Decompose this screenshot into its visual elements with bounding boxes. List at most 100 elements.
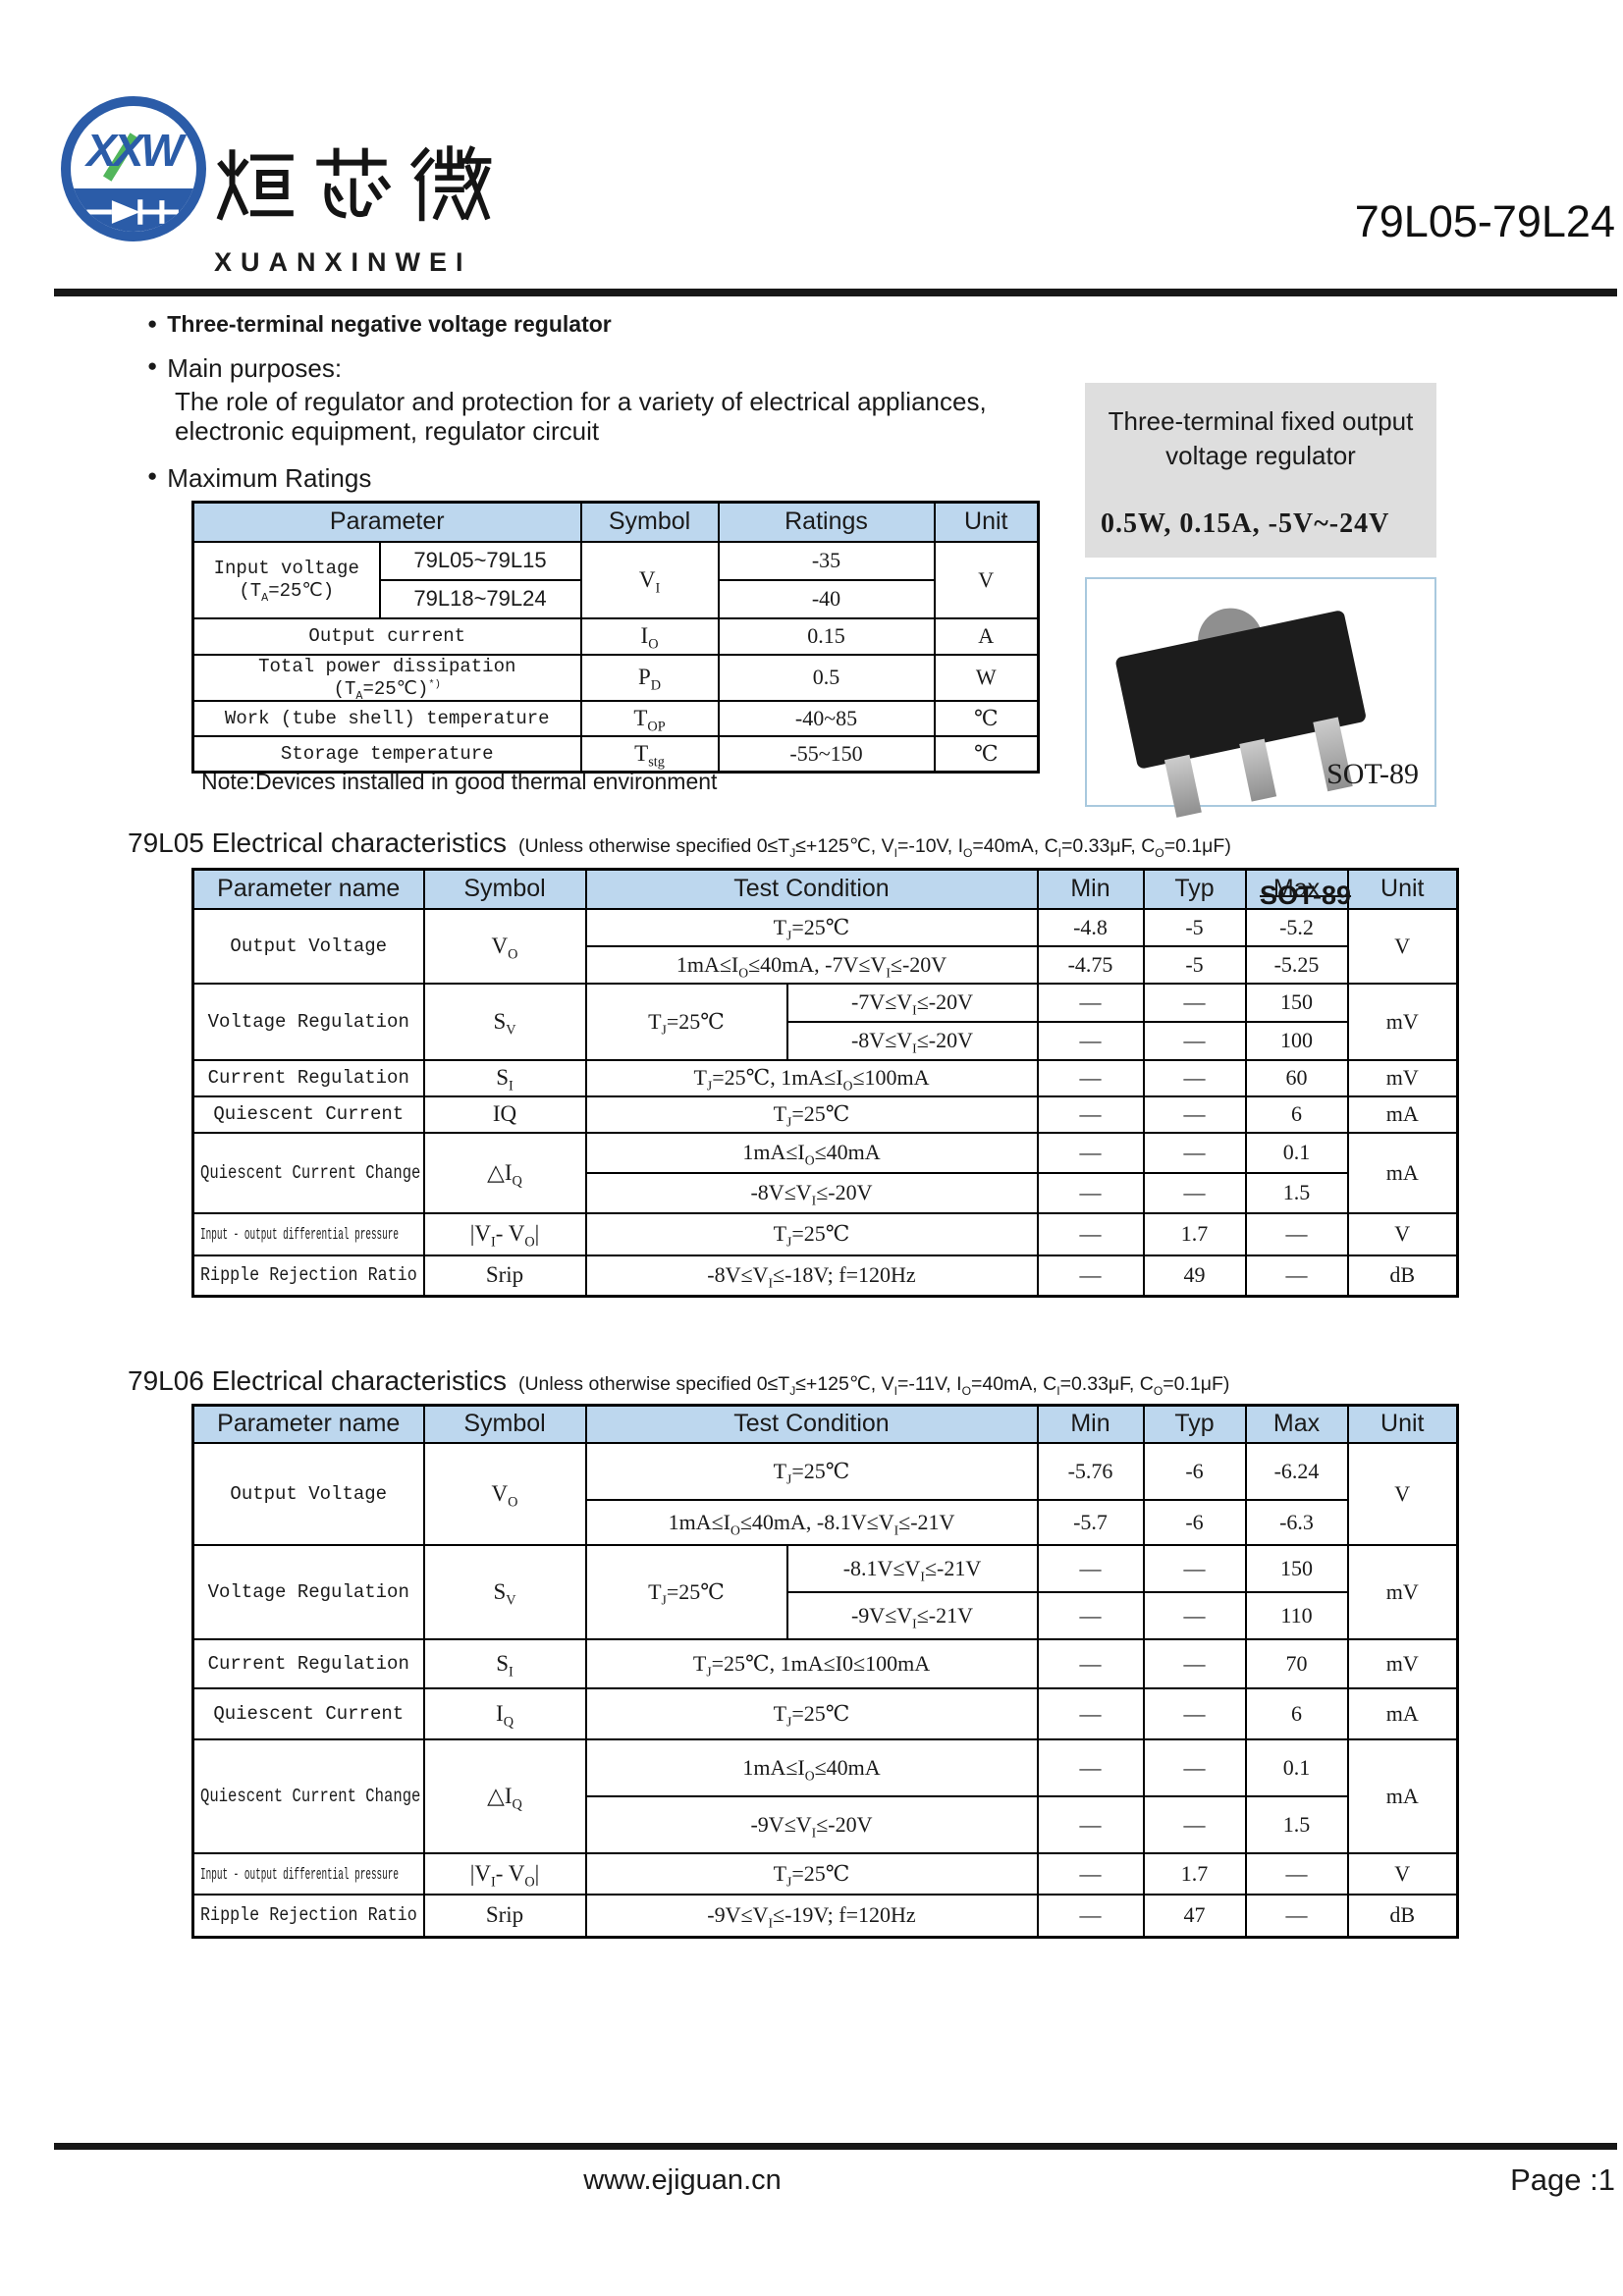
cell-test-condition: TJ=25℃ xyxy=(584,1543,788,1640)
cell-typ: 47 xyxy=(1142,1893,1247,1939)
package-lead xyxy=(1163,754,1202,818)
table-row: Output current IO 0.15 A xyxy=(191,616,1040,656)
table-row: 1mA≤IO≤40mA, -7V≤VI≤-20V -4.75 -5 -5.25 xyxy=(193,944,1458,985)
t06-section-title: 79L06 Electrical characteristics (Unless … xyxy=(128,1365,1229,1397)
cell-test-condition: TJ=25℃, 1mA≤IO≤100mA xyxy=(584,1058,1039,1097)
table-row: Total power dissipation (TA=25℃)*) PD 0.… xyxy=(191,653,1040,702)
cell-symbol: |VI- VO| xyxy=(422,1851,587,1896)
cell-min: — xyxy=(1036,1637,1145,1689)
cell-unit: mA xyxy=(1346,1131,1459,1214)
table-row: Output Voltage VO TJ=25℃ -4.8 -5 -5.2 V xyxy=(191,907,1459,985)
cell-typ: — xyxy=(1142,1590,1247,1640)
cell-min: — xyxy=(1036,982,1145,1023)
max-ratings-table: Parameter Symbol Ratings Unit Input volt… xyxy=(191,501,1040,774)
cell-test-condition: TJ=25℃ xyxy=(584,1441,1039,1501)
cell-max: 150 xyxy=(1244,982,1349,1023)
cell-test-condition: 1mA≤IO≤40mA xyxy=(584,1131,1039,1174)
footer-page-number: Page :1 xyxy=(1510,2163,1615,2197)
cell-typ: -6 xyxy=(1142,1498,1247,1546)
cell-min: — xyxy=(1036,1131,1145,1174)
cell-max: 60 xyxy=(1244,1058,1349,1097)
cell-symbol: VO xyxy=(422,1441,587,1546)
bullet-icon: ● xyxy=(147,314,158,333)
cell-parameter: Output current xyxy=(191,616,582,656)
cell-unit: ℃ xyxy=(933,699,1040,737)
bullet-icon: ● xyxy=(147,466,158,485)
cell-typ: 49 xyxy=(1142,1254,1247,1298)
cell-max: 0.1 xyxy=(1244,1737,1349,1797)
cell-symbol: IQ xyxy=(422,1686,587,1740)
cell-unit: V xyxy=(1346,1851,1459,1896)
cell-parameter: Input - output differential pressure xyxy=(191,1851,425,1896)
table-header-row: Parameter Symbol Ratings Unit xyxy=(191,501,1040,543)
cell-max: 1.5 xyxy=(1244,1171,1349,1214)
cell-symbol: IO xyxy=(579,616,720,656)
cell-typ: — xyxy=(1142,1171,1247,1214)
page-title-part-number: 79L05-79L24 xyxy=(1354,196,1615,246)
table-row: Ripple Rejection Ratio Srip -8V≤VI≤-18V;… xyxy=(191,1254,1459,1298)
cell-typ: 1.7 xyxy=(1142,1211,1247,1256)
table-row: Quiescent Current IQ TJ=25℃ — — 6 mA xyxy=(191,1095,1459,1134)
cell-parameter: Voltage Regulation xyxy=(191,982,425,1061)
cell-symbol: IQ xyxy=(422,1095,587,1134)
input-voltage-line2: (TA=25℃) xyxy=(239,580,335,605)
cell-typ: — xyxy=(1142,1737,1247,1797)
cell-max: — xyxy=(1244,1211,1349,1256)
cell-symbol: △IQ xyxy=(422,1131,587,1214)
table-row: -8V≤VI≤-20V — — 1.5 xyxy=(193,1171,1458,1214)
t05-conditions: (Unless otherwise specified 0≤TJ≤+125℃, … xyxy=(517,835,1231,860)
t05-table: Parameter name Symbol Test Condition Min… xyxy=(191,868,1459,1298)
cell-min: -4.8 xyxy=(1036,907,1145,947)
cell-unit: mV xyxy=(1346,982,1459,1061)
cell-parameter: Output Voltage xyxy=(191,907,425,985)
table-row: 1mA≤IO≤40mA, -8.1V≤VI≤-21V -5.7 -6 -6.3 xyxy=(193,1498,1458,1546)
table-row: Voltage Regulation SV TJ=25℃ -8.1V≤VI≤-2… xyxy=(191,1543,1459,1640)
column-header-symbol: Symbol xyxy=(422,868,587,910)
bullet-icon: ● xyxy=(147,356,158,375)
cell-symbol: PD xyxy=(579,653,720,702)
cell-parameter: Quiescent Current xyxy=(191,1095,425,1134)
cell-typ: — xyxy=(1142,1058,1247,1097)
cell-unit: V xyxy=(1346,1211,1459,1256)
column-header-typ: Typ xyxy=(1142,868,1247,910)
t05-title: 79L05 Electrical characteristics xyxy=(128,828,507,858)
cell-test-condition: -8.1V≤VI≤-21V xyxy=(785,1543,1039,1593)
cell-test-condition: -9V≤VI≤-19V; f=120Hz xyxy=(584,1893,1039,1939)
cell-unit: mV xyxy=(1346,1637,1459,1689)
thermal-note: Note:Devices installed in good thermal e… xyxy=(201,769,718,794)
cell-parameter: Current Regulation xyxy=(191,1058,425,1097)
cell-min: — xyxy=(1036,1211,1145,1256)
cell-max: — xyxy=(1244,1851,1349,1896)
purpose-line-1: The role of regulator and protection for… xyxy=(175,387,987,416)
column-header-unit: Unit xyxy=(1346,1404,1459,1444)
cell-min: — xyxy=(1036,1794,1145,1854)
cell-model-range: 79L18~79L24 xyxy=(378,578,582,619)
table-row: Input - output differential pressure |VI… xyxy=(191,1851,1459,1896)
diode-icon xyxy=(71,188,196,232)
t06-title: 79L06 Electrical characteristics xyxy=(128,1365,507,1396)
cell-min: — xyxy=(1036,1095,1145,1134)
cell-symbol: SV xyxy=(422,1543,587,1640)
feature-text: Three-terminal negative voltage regulato… xyxy=(167,311,612,337)
summary-title-line2: voltage regulator xyxy=(1165,441,1356,470)
cell-test-condition: TJ=25℃ xyxy=(584,1686,1039,1740)
cell-parameter: Quiescent Current xyxy=(191,1686,425,1740)
cell-max: 70 xyxy=(1244,1637,1349,1689)
cell-parameter: Total power dissipation (TA=25℃)*) xyxy=(191,653,582,702)
column-header-max: Max xyxy=(1244,1404,1349,1444)
table-row: Output Voltage VO TJ=25℃ -5.76 -6 -6.24 … xyxy=(191,1441,1459,1546)
cell-max: — xyxy=(1244,1893,1349,1939)
cell-typ: — xyxy=(1142,982,1247,1023)
cell-typ: — xyxy=(1142,1020,1247,1061)
package-image-box: SOT-89 xyxy=(1085,577,1436,818)
t05-section-title: 79L05 Electrical characteristics (Unless … xyxy=(128,828,1231,859)
cell-max: 100 xyxy=(1244,1020,1349,1061)
input-voltage-line1: Input voltage xyxy=(213,558,359,579)
column-header-unit: Unit xyxy=(1346,868,1459,910)
cell-typ: -5 xyxy=(1142,907,1247,947)
cell-test-condition: TJ=25℃ xyxy=(584,1095,1039,1134)
cell-max: -5.25 xyxy=(1244,944,1349,985)
cell-typ: — xyxy=(1142,1637,1247,1689)
cell-min: — xyxy=(1036,1686,1145,1740)
